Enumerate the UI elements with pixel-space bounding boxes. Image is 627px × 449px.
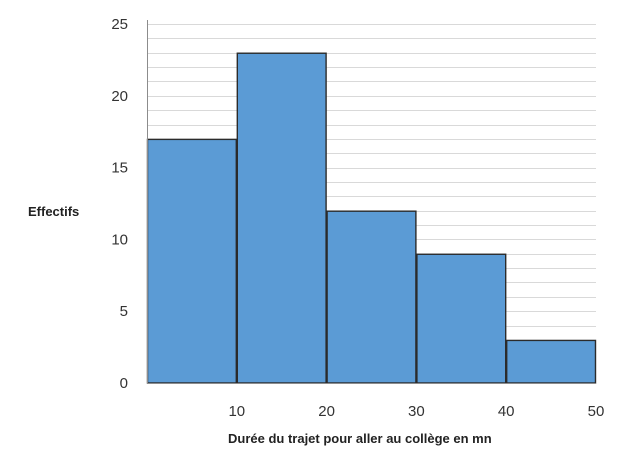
- bars: [146, 52, 597, 384]
- y-tick-label: 0: [120, 375, 128, 392]
- x-tick-label: 40: [498, 403, 515, 420]
- axes: [147, 20, 596, 384]
- histogram-bar-40-50: [506, 339, 597, 384]
- x-tick-label: 50: [588, 403, 605, 420]
- x-tick-label: 10: [228, 403, 245, 420]
- y-tick-label: 15: [111, 160, 128, 177]
- tick-labels: 0 5 10 15 20 25 10 20 30 40 50: [111, 16, 604, 420]
- y-tick-label: 5: [120, 303, 128, 320]
- x-axis-title: Durée du trajet pour aller au collège en…: [228, 431, 492, 446]
- y-tick-label: 25: [111, 16, 128, 33]
- x-tick-label: 20: [318, 403, 335, 420]
- histogram-bar-10-20: [236, 52, 327, 384]
- histogram-bar-30-40: [416, 253, 507, 384]
- y-axis-title: Effectifs: [28, 204, 79, 219]
- y-tick-label: 20: [111, 88, 128, 105]
- x-tick-label: 30: [408, 403, 425, 420]
- histogram-bar-20-30: [326, 210, 417, 384]
- y-tick-label: 10: [111, 231, 128, 248]
- histogram-bar-0-10: [146, 138, 238, 384]
